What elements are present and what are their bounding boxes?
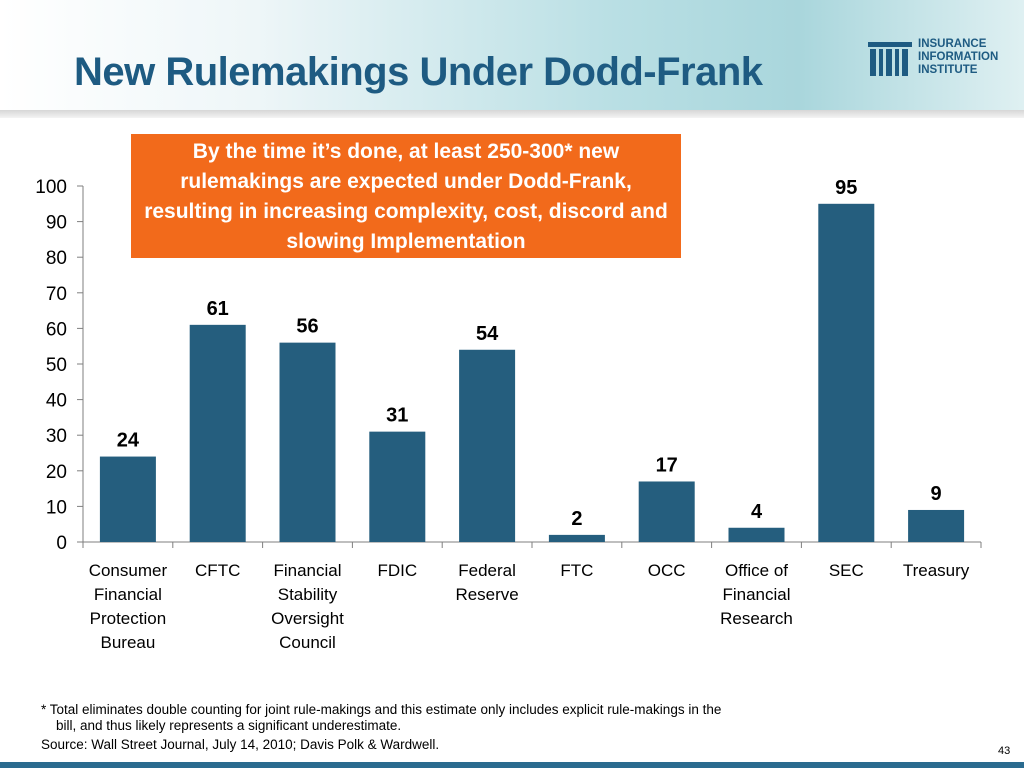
category-label: Financial <box>94 585 162 604</box>
data-label: 24 <box>117 430 140 452</box>
page-number: 43 <box>998 745 1010 757</box>
data-label: 56 <box>296 316 318 338</box>
y-tick-label: 80 <box>46 248 67 269</box>
bar <box>639 481 695 542</box>
bar <box>818 204 874 542</box>
bar <box>369 432 425 542</box>
data-label: 95 <box>835 177 857 199</box>
category-label: Treasury <box>903 561 970 580</box>
category-label: Protection <box>90 609 167 628</box>
callout-box: By the time it’s done, at least 250-300*… <box>131 134 681 258</box>
category-label: CFTC <box>195 561 240 580</box>
bar <box>549 535 605 542</box>
y-tick-label: 40 <box>46 391 67 412</box>
y-tick-label: 10 <box>46 497 67 518</box>
bar <box>280 343 336 542</box>
y-tick-label: 30 <box>46 426 67 447</box>
category-label: Stability <box>278 585 338 604</box>
data-label: 17 <box>656 454 678 476</box>
y-tick-label: 90 <box>46 213 67 234</box>
category-label: Consumer <box>89 561 168 580</box>
category-label: Office of <box>725 561 788 580</box>
category-label: FTC <box>560 561 593 580</box>
data-label: 54 <box>476 323 499 345</box>
category-label: Oversight <box>271 609 344 628</box>
bar <box>729 528 785 542</box>
footnote-line-1: * Total eliminates double counting for j… <box>41 702 721 717</box>
data-label: 2 <box>571 508 582 530</box>
category-label: Reserve <box>455 585 518 604</box>
data-label: 9 <box>931 483 942 505</box>
footnote-line-2: bill, and thus likely represents a signi… <box>41 718 881 734</box>
category-label: Council <box>279 633 336 652</box>
category-label: Bureau <box>100 633 155 652</box>
category-label: FDIC <box>377 561 417 580</box>
bar <box>459 350 515 542</box>
y-tick-label: 50 <box>46 355 67 376</box>
bar <box>908 510 964 542</box>
footer-bar <box>0 762 1024 768</box>
y-tick-label: 60 <box>46 319 67 340</box>
category-label: SEC <box>829 561 864 580</box>
category-label: Research <box>720 609 793 628</box>
footnote: * Total eliminates double counting for j… <box>41 702 881 734</box>
source-note: Source: Wall Street Journal, July 14, 20… <box>41 737 439 752</box>
y-tick-label: 20 <box>46 462 67 483</box>
data-label: 4 <box>751 501 763 523</box>
category-label: Federal <box>458 561 516 580</box>
data-label: 31 <box>386 405 408 427</box>
data-label: 61 <box>207 298 229 320</box>
bar <box>100 457 156 542</box>
category-label: OCC <box>648 561 686 580</box>
y-tick-label: 70 <box>46 284 67 305</box>
y-tick-label: 100 <box>35 177 67 198</box>
y-tick-label: 0 <box>56 533 67 554</box>
bar-chart: 010203040506070809010024ConsumerFinancia… <box>0 0 1024 700</box>
category-label: Financial <box>722 585 790 604</box>
bar <box>190 325 246 542</box>
category-label: Financial <box>273 561 341 580</box>
